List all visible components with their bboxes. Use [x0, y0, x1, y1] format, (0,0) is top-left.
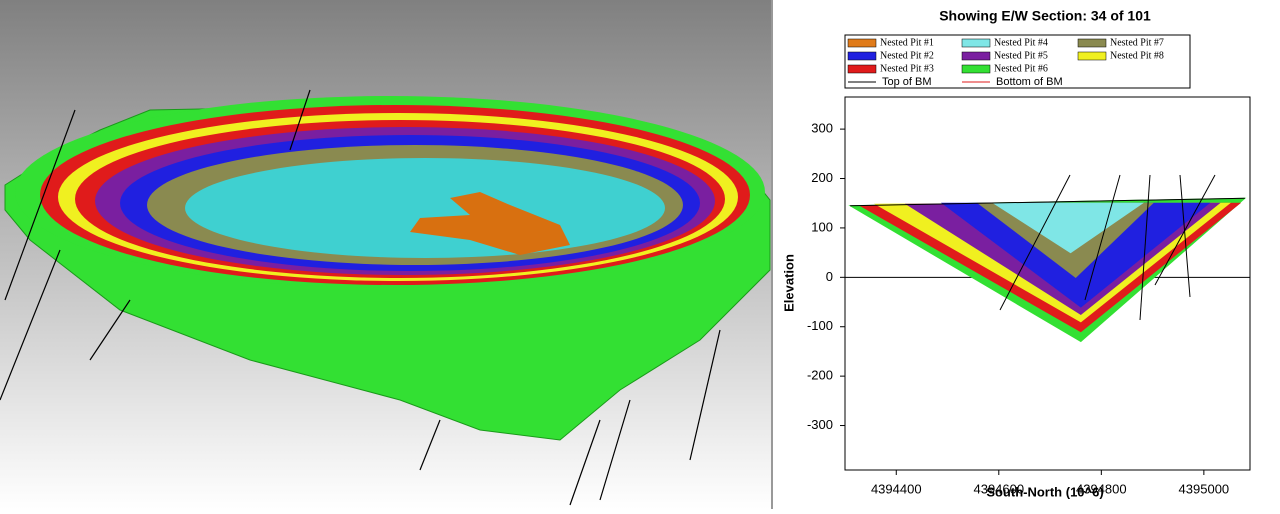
y-tick-label: -100: [807, 318, 833, 333]
legend-label: Nested Pit #5: [994, 50, 1048, 61]
pit-section: [991, 202, 1144, 254]
legend-label: Nested Pit #6: [994, 63, 1048, 74]
y-tick-label: -200: [807, 368, 833, 383]
3d-view[interactable]: [0, 0, 772, 509]
legend-swatch: [961, 64, 991, 74]
x-tick-label: 4395000: [1179, 481, 1230, 496]
drill-trace: [1154, 174, 1216, 286]
drill-trace: [999, 174, 1071, 311]
section-chart: Showing E/W Section: 34 of 101 South-Nor…: [781, 8, 1251, 499]
y-axis-label: Elevation: [781, 254, 796, 312]
legend-swatch: [847, 51, 877, 61]
x-tick-label: 4394400: [871, 481, 922, 496]
drill-trace: [1139, 174, 1151, 321]
legend-label: Nested Pit #8: [1110, 50, 1164, 61]
legend-label: Nested Pit #4: [994, 37, 1048, 48]
y-tick-label: 0: [826, 269, 833, 284]
legend-label: Nested Pit #2: [880, 50, 934, 61]
y-tick-label: -300: [807, 417, 833, 432]
x-axis-label: South-North (10^6): [986, 484, 1103, 499]
legend-label: Nested Pit #1: [880, 37, 934, 48]
legend-label: Bottom of BM: [996, 76, 1063, 88]
bm-line: [850, 197, 1245, 207]
legend-swatch: [1077, 51, 1107, 61]
drill-trace: [1084, 174, 1121, 301]
x-tick-label: 4394600: [973, 481, 1024, 496]
x-tick-label: 4394800: [1076, 481, 1127, 496]
legend-label: Top of BM: [882, 76, 932, 88]
legend-swatch: [847, 38, 877, 48]
drill-trace: [1179, 174, 1191, 298]
y-tick-label: 300: [811, 121, 833, 136]
legend-swatch: [961, 38, 991, 48]
legend-label: Nested Pit #3: [880, 63, 934, 74]
legend: [844, 34, 1191, 89]
legend-swatch: [1077, 38, 1107, 48]
chart-title: Showing E/W Section: 34 of 101: [939, 8, 1151, 24]
y-tick-label: 100: [811, 219, 833, 234]
legend-label: Nested Pit #7: [1110, 37, 1164, 48]
legend-swatch: [961, 51, 991, 61]
y-tick-label: 200: [811, 170, 833, 185]
plot-frame: [844, 96, 1251, 471]
legend-swatch: [847, 64, 877, 74]
